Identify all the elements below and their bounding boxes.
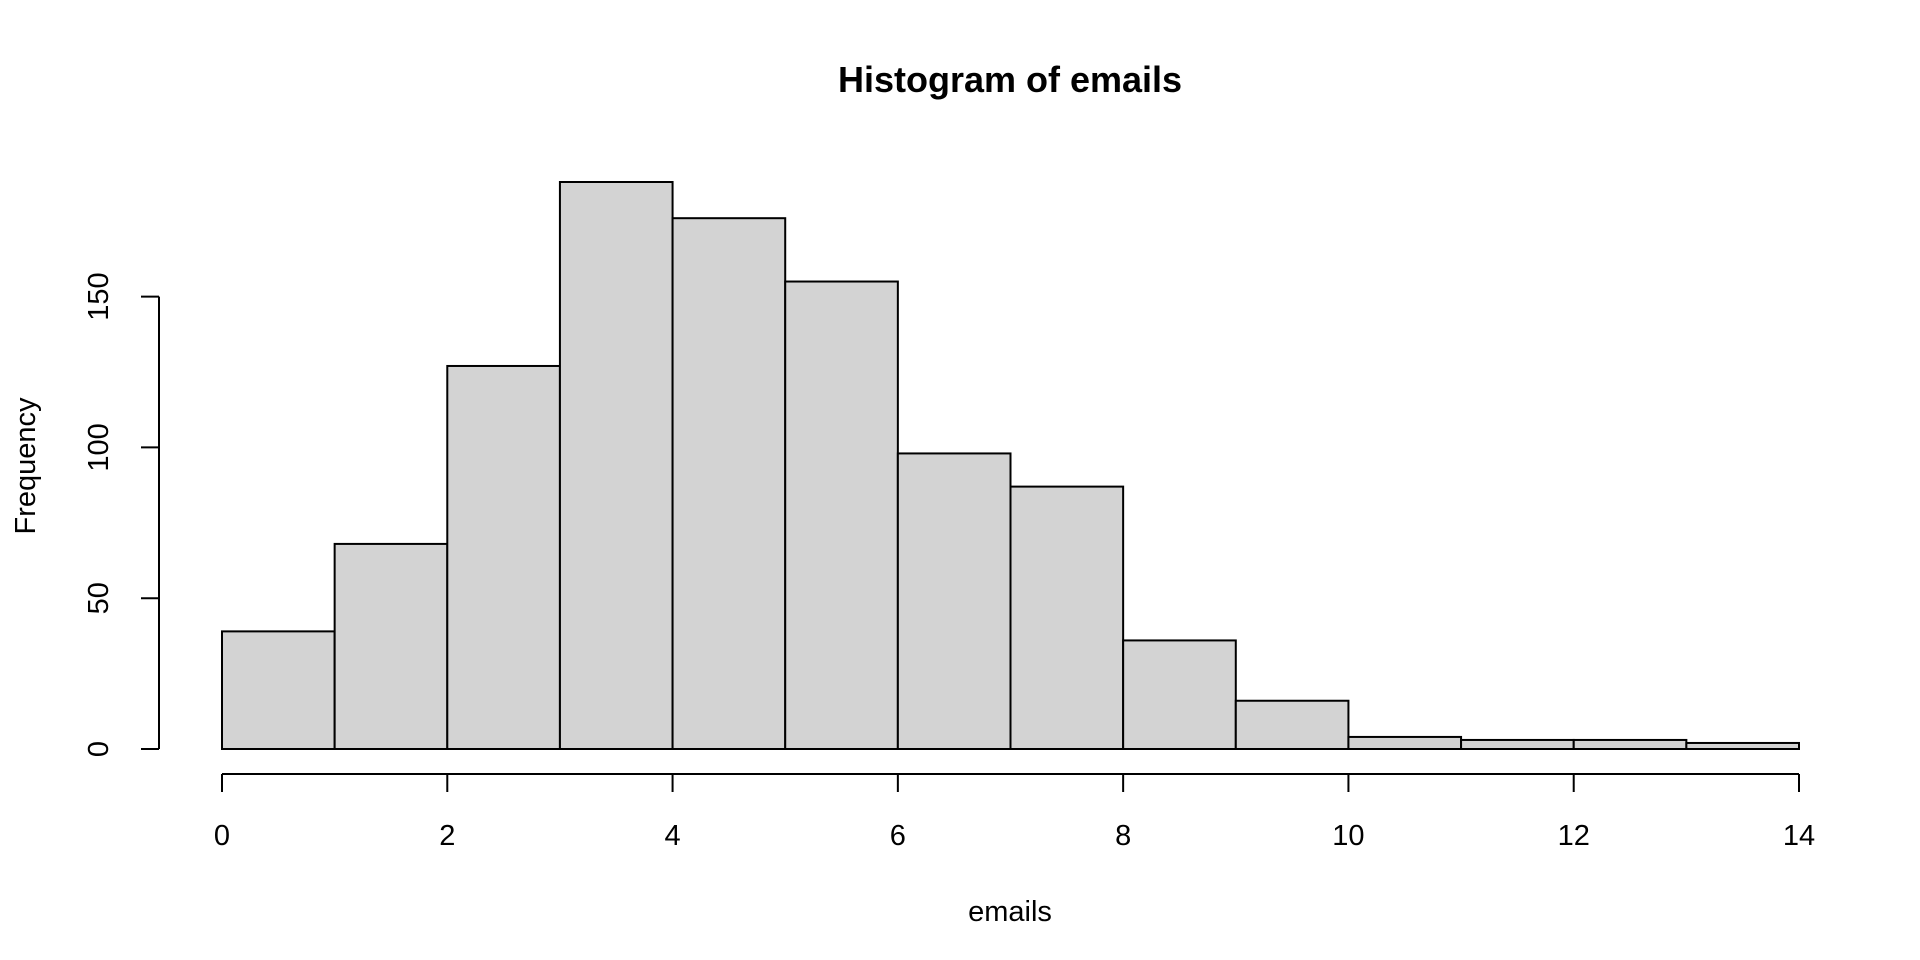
histogram-bar-2 — [446, 364, 561, 750]
histogram-bar-7 — [1009, 485, 1125, 750]
x-tick-label-4: 4 — [665, 820, 681, 852]
histogram-bar-11 — [1460, 738, 1575, 751]
x-tick-label-6: 6 — [890, 820, 906, 852]
x-tick-label-12: 12 — [1558, 820, 1590, 852]
x-tick-label-14: 14 — [1783, 820, 1815, 852]
y-axis: 0 50 100 150 — [83, 272, 160, 757]
x-tick-label-8: 8 — [1115, 820, 1131, 852]
x-axis: 0 2 4 6 8 10 12 14 — [214, 773, 1815, 852]
y-tick-label-0: 0 — [83, 741, 115, 757]
histogram-bar-4 — [671, 217, 787, 751]
histogram-bar-6 — [896, 452, 1012, 750]
histogram-bar-1 — [333, 542, 449, 751]
histogram-bar-13 — [1685, 741, 1801, 750]
y-tick-label-150: 150 — [83, 272, 115, 320]
x-tick-label-10: 10 — [1332, 820, 1364, 852]
x-tick-label-0: 0 — [214, 820, 230, 852]
histogram-bar-9 — [1234, 699, 1350, 751]
bars-group — [221, 181, 1801, 751]
histogram-bar-3 — [558, 181, 674, 750]
y-tick-label-100: 100 — [83, 423, 115, 471]
x-tick-label-2: 2 — [439, 820, 455, 852]
histogram-bar-5 — [784, 280, 899, 750]
histogram-bar-0 — [221, 630, 336, 751]
chart-title: Histogram of emails — [838, 59, 1182, 100]
x-axis-label: emails — [968, 896, 1052, 928]
y-tick-label-50: 50 — [83, 582, 115, 614]
y-axis-label: Frequency — [10, 397, 42, 535]
histogram-bar-10 — [1347, 735, 1463, 750]
histogram-bar-12 — [1572, 738, 1688, 751]
histogram-bar-8 — [1122, 639, 1237, 751]
